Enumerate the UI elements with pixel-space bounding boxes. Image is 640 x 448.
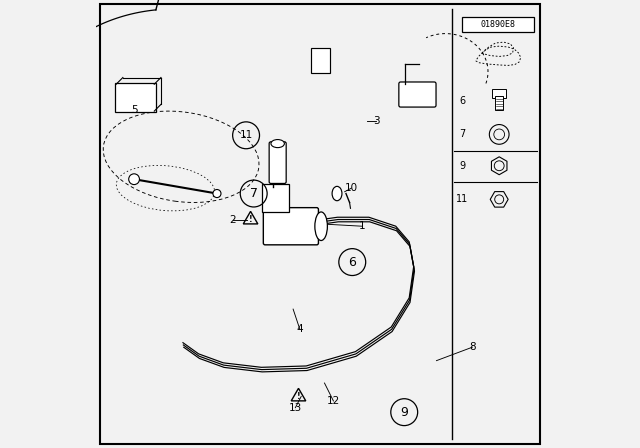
Text: 01890E8: 01890E8 (481, 20, 516, 29)
Ellipse shape (332, 186, 342, 201)
Ellipse shape (271, 140, 284, 148)
FancyBboxPatch shape (263, 208, 319, 245)
Text: 8: 8 (469, 342, 476, 352)
Text: 11: 11 (456, 194, 468, 204)
Text: 4: 4 (296, 324, 303, 334)
Text: 1: 1 (359, 221, 366, 231)
Circle shape (129, 174, 140, 185)
FancyBboxPatch shape (492, 89, 506, 98)
Text: 2: 2 (229, 215, 236, 224)
Text: !: ! (249, 215, 252, 224)
Text: 6: 6 (460, 96, 465, 106)
Text: 5: 5 (131, 105, 138, 115)
Text: 9: 9 (460, 161, 465, 171)
Ellipse shape (315, 212, 328, 241)
Text: !: ! (297, 392, 300, 401)
FancyBboxPatch shape (100, 4, 540, 444)
Circle shape (213, 190, 221, 198)
FancyBboxPatch shape (269, 142, 286, 184)
FancyBboxPatch shape (310, 48, 330, 73)
Text: 13: 13 (289, 403, 302, 413)
Text: 9: 9 (400, 405, 408, 419)
Text: 7: 7 (250, 187, 258, 200)
FancyBboxPatch shape (262, 185, 289, 212)
FancyBboxPatch shape (399, 82, 436, 107)
Text: 6: 6 (348, 255, 356, 269)
FancyBboxPatch shape (463, 17, 534, 32)
Text: 10: 10 (345, 183, 358, 193)
Text: 7: 7 (460, 129, 465, 139)
Text: 3: 3 (372, 116, 380, 126)
FancyBboxPatch shape (495, 96, 503, 110)
Text: 11: 11 (239, 130, 253, 140)
FancyBboxPatch shape (115, 83, 156, 112)
Text: 12: 12 (327, 396, 340, 406)
